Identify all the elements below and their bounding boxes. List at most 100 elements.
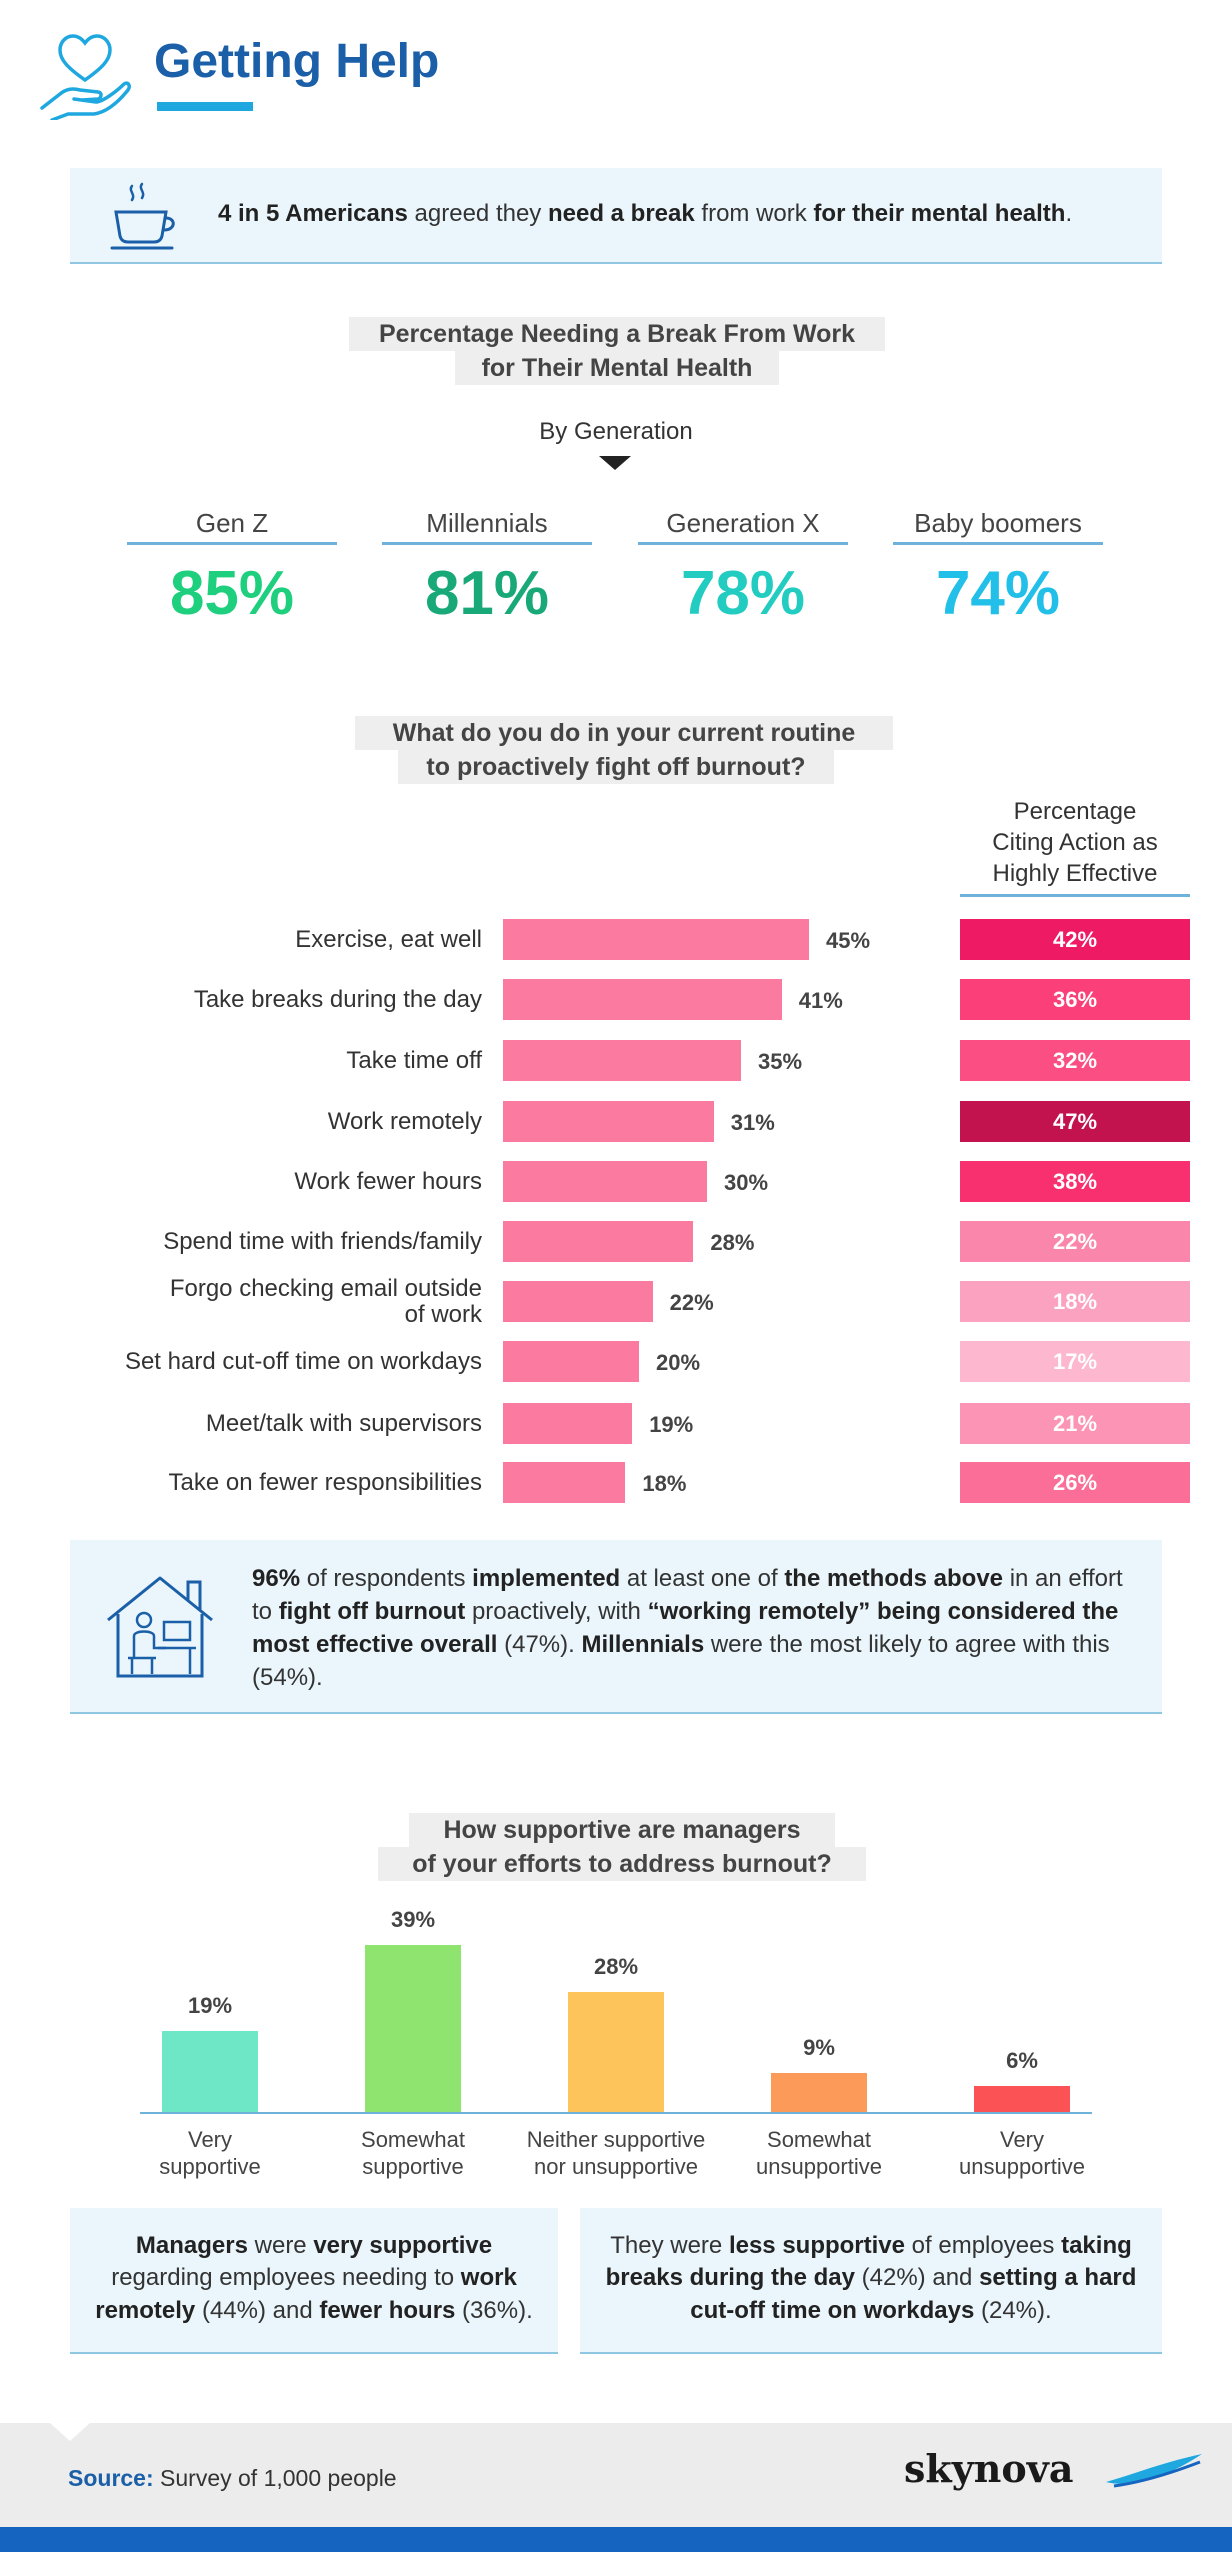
effective-value-cell: 42%: [960, 919, 1190, 960]
support-bar-value: 9%: [803, 2035, 835, 2061]
burnout-bar: [503, 919, 809, 960]
burnout-bar-value: 41%: [798, 988, 843, 1013]
bottom-strip: [0, 2527, 1232, 2552]
source-text: Survey of 1,000 people: [160, 2465, 397, 2491]
footer: [0, 2423, 1232, 2527]
burnout-chart-title-line2: to proactively fight off burnout?: [398, 750, 834, 784]
burnout-bar: [503, 1341, 639, 1382]
support-chart-title-line2: of your efforts to address burnout?: [378, 1847, 866, 1881]
burnout-action-label: Spend time with friends/family: [163, 1228, 482, 1255]
generation-chart-title-line2: for Their Mental Health: [455, 351, 779, 385]
support-bar: [568, 1992, 664, 2112]
burnout-bar: [503, 1101, 714, 1142]
source-line: Source: Survey of 1,000 people: [68, 2465, 397, 2492]
burnout-action-label: Forgo checking email outside of work: [12, 1276, 482, 1328]
label-line: unsupportive: [756, 2154, 882, 2179]
managers-supportive-callout: [70, 2208, 558, 2354]
burnout-bar-value: 19%: [649, 1412, 694, 1437]
support-bar: [162, 2030, 258, 2112]
source-label: Source:: [68, 2465, 154, 2491]
break-callout-text: 4 in 5 Americans agreed they need a brea…: [218, 200, 1073, 227]
generation-underline: [382, 542, 592, 545]
label-line: supportive: [159, 2154, 261, 2179]
support-category-label: Somewhat supportive: [313, 2126, 513, 2180]
generation-name: Generation X: [666, 508, 820, 538]
generation-value: 78%: [680, 559, 806, 628]
burnout-bar-value: 45%: [826, 928, 871, 953]
burnout-action-label: Meet/talk with supervisors: [205, 1410, 482, 1437]
managers-less-supportive-text: They were less supportive of employees t…: [605, 2232, 1137, 2324]
burnout-bar-value: 35%: [758, 1049, 803, 1074]
burnout-bar-value: 22%: [669, 1290, 714, 1315]
support-chart-title-line1: How supportive are managers: [409, 1813, 835, 1847]
effective-header-line: Highly Effective: [992, 860, 1158, 887]
burnout-bar: [503, 1281, 653, 1322]
wave-logo-icon: [1104, 2452, 1204, 2488]
effective-value-cell: 26%: [960, 1462, 1190, 1503]
effective-value-cell: 21%: [960, 1403, 1190, 1444]
effective-column-header: Percentage Citing Action as Highly Effec…: [960, 796, 1190, 889]
remote-work-house-icon: [104, 1570, 216, 1682]
support-bar: [365, 1945, 461, 2112]
label-line: Somewhat: [767, 2127, 871, 2152]
label-line: unsupportive: [959, 2154, 1085, 2179]
burnout-bar: [503, 979, 782, 1020]
label-line: nor unsupportive: [534, 2154, 698, 2179]
label-line: Very: [187, 2127, 233, 2152]
support-bar-value: 39%: [390, 1907, 436, 1932]
label-line: Forgo checking email outside: [169, 1275, 482, 1302]
support-bar-value: 28%: [593, 1954, 639, 1980]
burnout-action-label: Take on fewer responsibilities: [168, 1469, 483, 1496]
generation-value: 85%: [169, 559, 295, 628]
burnout-action-label: Work fewer hours: [294, 1168, 482, 1195]
managers-supportive-text: Managers were very supportive regarding …: [95, 2232, 533, 2324]
burnout-bar-value: 28%: [710, 1230, 755, 1255]
heart-hand-icon: [38, 28, 132, 122]
support-bar-value: 6%: [1006, 2048, 1038, 2074]
burnout-bar: [503, 1462, 626, 1503]
generation-underline: [127, 542, 337, 545]
support-category-label: Somewhat unsupportive: [719, 2126, 919, 2180]
burnout-bar: [503, 1403, 633, 1444]
burnout-bar: [503, 1040, 741, 1081]
burnout-action-label: Take time off: [346, 1047, 482, 1074]
generation-name: Millennials: [426, 508, 548, 538]
brand-logo: skynova: [904, 2446, 1074, 2491]
label-line: Somewhat: [361, 2127, 465, 2152]
effective-header-line: Percentage: [1013, 798, 1137, 825]
generation-chart-title-line1: Percentage Needing a Break From Work: [349, 317, 885, 351]
burnout-bar-value: 31%: [730, 1110, 775, 1135]
burnout-chart-title-line1: What do you do in your current routine: [355, 716, 893, 750]
footer-notch: [50, 2423, 90, 2441]
page-title: Getting Help: [154, 35, 440, 88]
support-bar: [974, 2086, 1070, 2112]
label-line: supportive: [362, 2154, 464, 2179]
burnout-bar: [503, 1221, 694, 1262]
support-category-label: Very unsupportive: [922, 2126, 1122, 2180]
effective-value-cell: 17%: [960, 1341, 1190, 1382]
generation-value: 81%: [424, 559, 550, 628]
support-bar-value: 19%: [187, 1992, 233, 2018]
break-callout: [70, 168, 1162, 264]
generation-value: 74%: [935, 559, 1061, 628]
generation-subtitle: By Generation: [539, 418, 693, 445]
burnout-bar-value: 30%: [724, 1170, 769, 1195]
effective-value-cell: 22%: [960, 1221, 1190, 1262]
effective-value-cell: 32%: [960, 1040, 1190, 1081]
generation-name: Baby boomers: [914, 508, 1082, 538]
managers-less-supportive-callout: [580, 2208, 1162, 2354]
effective-header-line: Citing Action as: [992, 829, 1158, 856]
effective-header-underline: [960, 894, 1190, 897]
support-baseline: [140, 2112, 1092, 2114]
label-line: of work: [404, 1301, 482, 1328]
effective-value-cell: 47%: [960, 1101, 1190, 1142]
burnout-bar-value: 20%: [656, 1350, 701, 1375]
support-bar: [771, 2073, 867, 2112]
generation-underline: [893, 542, 1103, 545]
burnout-bar: [503, 1161, 707, 1202]
burnout-action-label: Exercise, eat well: [295, 926, 482, 953]
chevron-down-icon: [599, 456, 631, 470]
label-line: Very: [999, 2127, 1045, 2152]
burnout-action-label: Work remotely: [327, 1108, 482, 1135]
generation-name: Gen Z: [195, 508, 269, 538]
